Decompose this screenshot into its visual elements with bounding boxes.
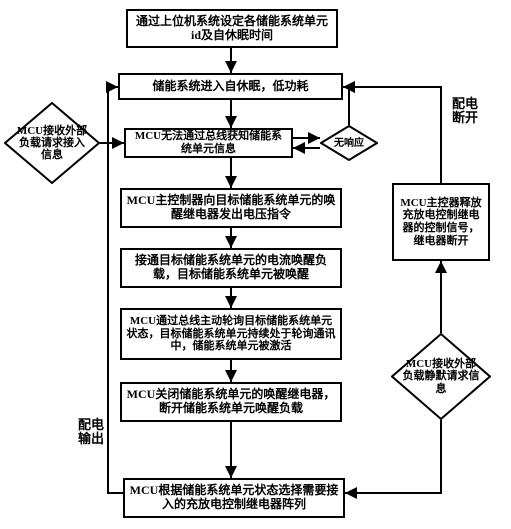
node-text: MCU关闭储能系统单元的唤醒继电器，断开储能系统单元唤醒负载 bbox=[126, 388, 336, 416]
decision-no-response: 无响应 bbox=[320, 125, 378, 161]
node-bus-fail: MCU无法通过总线获知储能系统单元信息 bbox=[124, 128, 293, 158]
node-text: 接通目标储能系统单元的电流唤醒负载，目标储能系统单元被唤醒 bbox=[126, 254, 336, 282]
node-release-relay: MCU主控器释放充放电控制继电器的控制信号，继电器断开 bbox=[392, 183, 490, 261]
node-woken: 接通目标储能系统单元的电流唤醒负载，目标储能系统单元被唤醒 bbox=[120, 248, 342, 288]
node-text: 储能系统进入自休眠，低功耗 bbox=[152, 80, 308, 94]
node-text: MCU接收外部负载请求接入信息 bbox=[14, 125, 90, 161]
node-text: MCU根据储能系统单元状态选择需要接入的充放电控制继电器阵列 bbox=[129, 484, 339, 512]
node-set-id: 通过上位机系统设定各储能系统单元id及自休眠时间 bbox=[126, 9, 338, 48]
node-text: MCU主控制器向目标储能系统单元的唤醒继电器发出电压指令 bbox=[126, 194, 336, 222]
node-close-wake-relay: MCU关闭储能系统单元的唤醒继电器，断开储能系统单元唤醒负载 bbox=[120, 382, 342, 422]
node-text: MCU通过总线主动轮询目标储能系统单元状态，目标储能系统单元持续处于轮询通讯中，… bbox=[126, 315, 336, 353]
node-self-sleep: 储能系统进入自休眠，低功耗 bbox=[118, 73, 343, 100]
decision-load-request: MCU接收外部负载请求接入信息 bbox=[4, 102, 100, 184]
label-pd-out: 配电输出 bbox=[75, 418, 107, 447]
node-text: 无响应 bbox=[334, 138, 364, 149]
node-text: MCU接收外部负载静默请求信息 bbox=[401, 358, 481, 394]
label-pd-off: 配电断开 bbox=[449, 97, 481, 126]
node-select-relay: MCU根据储能系统单元状态选择需要接入的充放电控制继电器阵列 bbox=[123, 478, 345, 518]
node-text: MCU主控器释放充放电控制继电器的控制信号，继电器断开 bbox=[398, 197, 484, 248]
decision-quiet-request: MCU接收外部负载静默请求信息 bbox=[391, 333, 491, 420]
node-wake-cmd: MCU主控制器向目标储能系统单元的唤醒继电器发出电压指令 bbox=[120, 188, 342, 228]
node-text: 通过上位机系统设定各储能系统单元id及自休眠时间 bbox=[132, 15, 332, 43]
node-poll-activate: MCU通过总线主动轮询目标储能系统单元状态，目标储能系统单元持续处于轮询通讯中，… bbox=[120, 308, 342, 360]
node-text: MCU无法通过总线获知储能系统单元信息 bbox=[130, 130, 287, 155]
